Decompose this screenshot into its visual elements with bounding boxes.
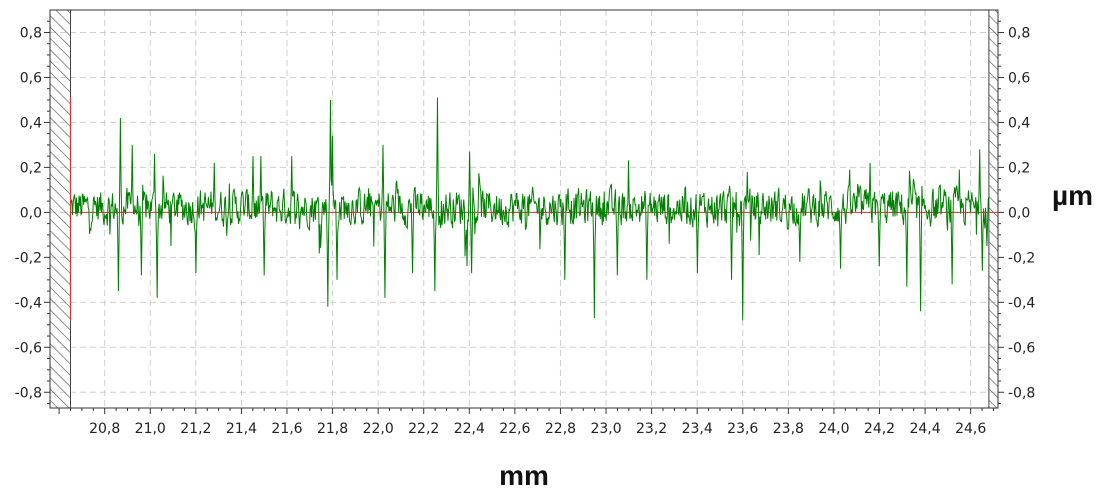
x-tick-label: 21,0 bbox=[135, 421, 166, 437]
y-tick-label-right: -0,8 bbox=[1008, 385, 1035, 401]
x-tick-label: 22,6 bbox=[499, 421, 530, 437]
y-axis-right: 0,8 0,6 0,4 0,2 0,0 -0,2 -0,4 -0,6 -0,8 bbox=[998, 20, 1035, 405]
y-tick-label-right: -0,4 bbox=[1008, 295, 1035, 311]
excluded-region bbox=[988, 9, 999, 409]
x-tick-label: 24,0 bbox=[818, 421, 849, 437]
y-tick-label-left: 0,6 bbox=[20, 70, 42, 86]
plot-frame bbox=[49, 9, 999, 409]
y-tick-label-left: -0,4 bbox=[15, 295, 42, 311]
x-tick-label: 22,4 bbox=[454, 421, 485, 437]
x-tick-label: 22,8 bbox=[545, 421, 576, 437]
x-axis: 20,8 21,0 21,2 21,4 21,6 21,8 22,0 22,2 22,4 22,6… bbox=[58, 408, 994, 437]
y-axis-left: 0,8 0,6 0,4 0,2 0,0 -0,2 -0,4 -0,6 -0,8 bbox=[15, 20, 50, 405]
y-tick-label-right: 0,4 bbox=[1008, 115, 1030, 131]
x-tick-label: 22,2 bbox=[408, 421, 439, 437]
x-tick-label: 22,0 bbox=[363, 421, 394, 437]
x-axis-title: mm bbox=[499, 460, 549, 491]
x-tick-label: 23,4 bbox=[682, 421, 713, 437]
y-axis-title: µm bbox=[1052, 180, 1093, 211]
x-tick-label: 21,8 bbox=[317, 421, 348, 437]
x-tick-label: 21,2 bbox=[180, 421, 211, 437]
y-tick-label-right: 0,0 bbox=[1008, 205, 1030, 221]
x-tick-label: 23,0 bbox=[590, 421, 621, 437]
y-tick-label-left: -0,2 bbox=[15, 250, 42, 266]
excluded-region bbox=[49, 9, 72, 409]
x-tick-label: 20,8 bbox=[89, 421, 120, 437]
x-tick-label: 23,2 bbox=[636, 421, 667, 437]
x-tick-label: 21,4 bbox=[226, 421, 257, 437]
y-tick-label-left: -0,8 bbox=[15, 385, 42, 401]
y-tick-label-left: 0,4 bbox=[20, 115, 42, 131]
x-tick-label: 23,8 bbox=[773, 421, 804, 437]
y-tick-label-right: 0,6 bbox=[1008, 70, 1030, 86]
y-tick-label-right: 0,2 bbox=[1008, 160, 1030, 176]
x-tick-label: 24,6 bbox=[955, 421, 986, 437]
y-tick-label-left: 0,0 bbox=[20, 205, 42, 221]
x-tick-label: 24,4 bbox=[909, 421, 940, 437]
x-tick-label: 21,6 bbox=[271, 421, 302, 437]
plot-series bbox=[70, 97, 990, 321]
y-tick-label-left: 0,8 bbox=[20, 25, 42, 41]
y-tick-label-right: 0,8 bbox=[1008, 25, 1030, 41]
x-tick-label: 24,2 bbox=[864, 421, 895, 437]
x-tick-label: 23,6 bbox=[727, 421, 758, 437]
y-tick-label-left: -0,6 bbox=[15, 340, 42, 356]
y-tick-label-right: -0,6 bbox=[1008, 340, 1035, 356]
series-line-0 bbox=[70, 97, 990, 321]
y-tick-label-right: -0,2 bbox=[1008, 250, 1035, 266]
y-tick-label-left: 0,2 bbox=[20, 160, 42, 176]
